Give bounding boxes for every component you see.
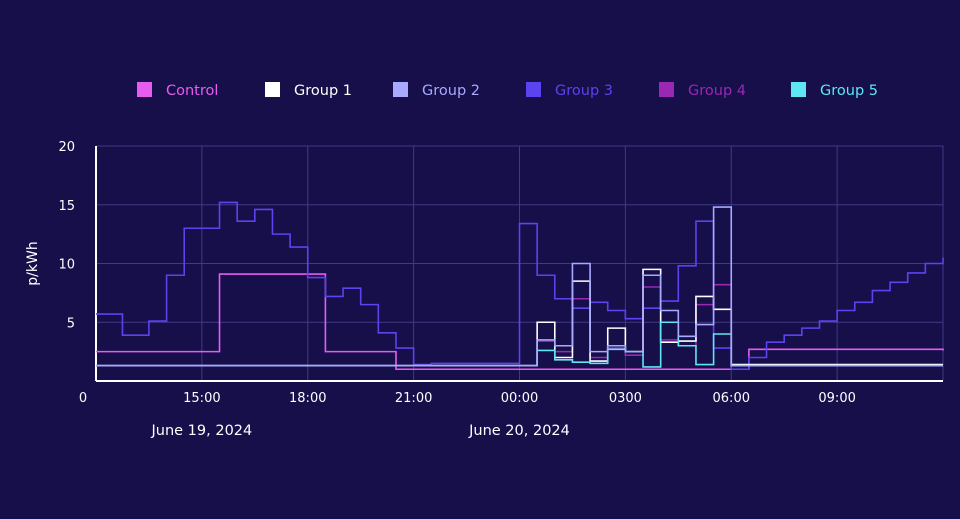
y-tick-label-1: 5 [67, 316, 75, 331]
legend-label-1: Control [166, 83, 218, 99]
legend-label-5: Group 4 [688, 83, 746, 99]
legend-swatch-2 [265, 82, 280, 97]
axes: p/kWh [25, 146, 943, 382]
date-label-1: June 19, 2024 [150, 423, 252, 439]
series-line-group-2 [96, 206, 943, 367]
x-tick-label-5: 00:00 [501, 391, 538, 406]
y-tick-label-2: 10 [58, 258, 75, 273]
x-tick-label-4: 21:00 [395, 391, 432, 406]
legend-swatch-6 [791, 82, 806, 97]
date-label-2: June 20, 2024 [468, 423, 570, 439]
legend-swatch-5 [659, 82, 674, 97]
legend-label-4: Group 3 [555, 83, 613, 99]
series-lines [96, 201, 944, 371]
x-tick-label-7: 06:00 [713, 391, 750, 406]
x-tick-label-2: 15:00 [183, 391, 220, 406]
legend-swatch-4 [526, 82, 541, 97]
x-tick-label-3: 18:00 [289, 391, 326, 406]
series-line-group-3 [96, 201, 944, 371]
y-axis-label: p/kWh [25, 241, 41, 285]
legend-swatch-3 [393, 82, 408, 97]
date-labels: June 19, 2024 June 20, 2024 [150, 423, 569, 439]
x-tick-label-8: 09:00 [818, 391, 855, 406]
legend-swatch-1 [137, 82, 152, 97]
y-tick-label-3: 15 [58, 199, 75, 214]
x-tick-label-6: 0300 [609, 391, 642, 406]
legend-label-6: Group 5 [820, 83, 878, 99]
x-tick-label-1: 0 [79, 391, 87, 406]
y-tick-label-4: 20 [58, 140, 75, 155]
legend: Control Group 1 Group 2 Group 3 Group 4 Group… [137, 82, 878, 99]
legend-label-2: Group 1 [294, 83, 352, 99]
series-line-control [96, 273, 944, 371]
x-tick-labels: 0 15:00 18:00 21:00 00:00 0300 06:00 09:00 [79, 391, 856, 406]
legend-label-3: Group 2 [422, 83, 480, 99]
y-tick-labels: 5 10 15 20 [58, 140, 75, 331]
